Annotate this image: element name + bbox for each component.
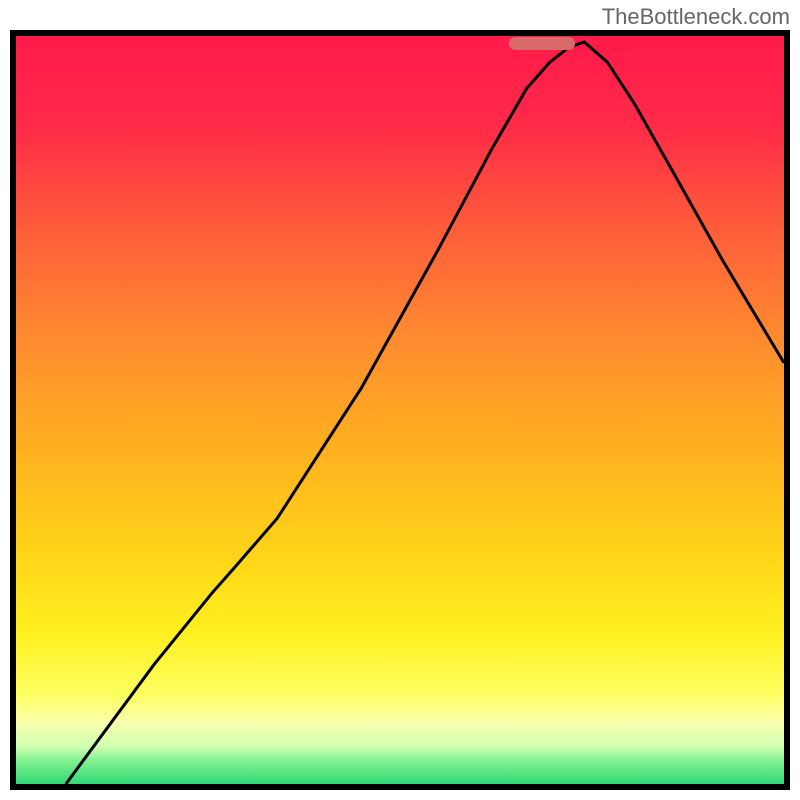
bottleneck-curve [16, 36, 784, 784]
bottleneck-chart [10, 30, 790, 790]
optimal-range-marker [509, 37, 574, 50]
watermark-text: TheBottleneck.com [602, 4, 790, 30]
